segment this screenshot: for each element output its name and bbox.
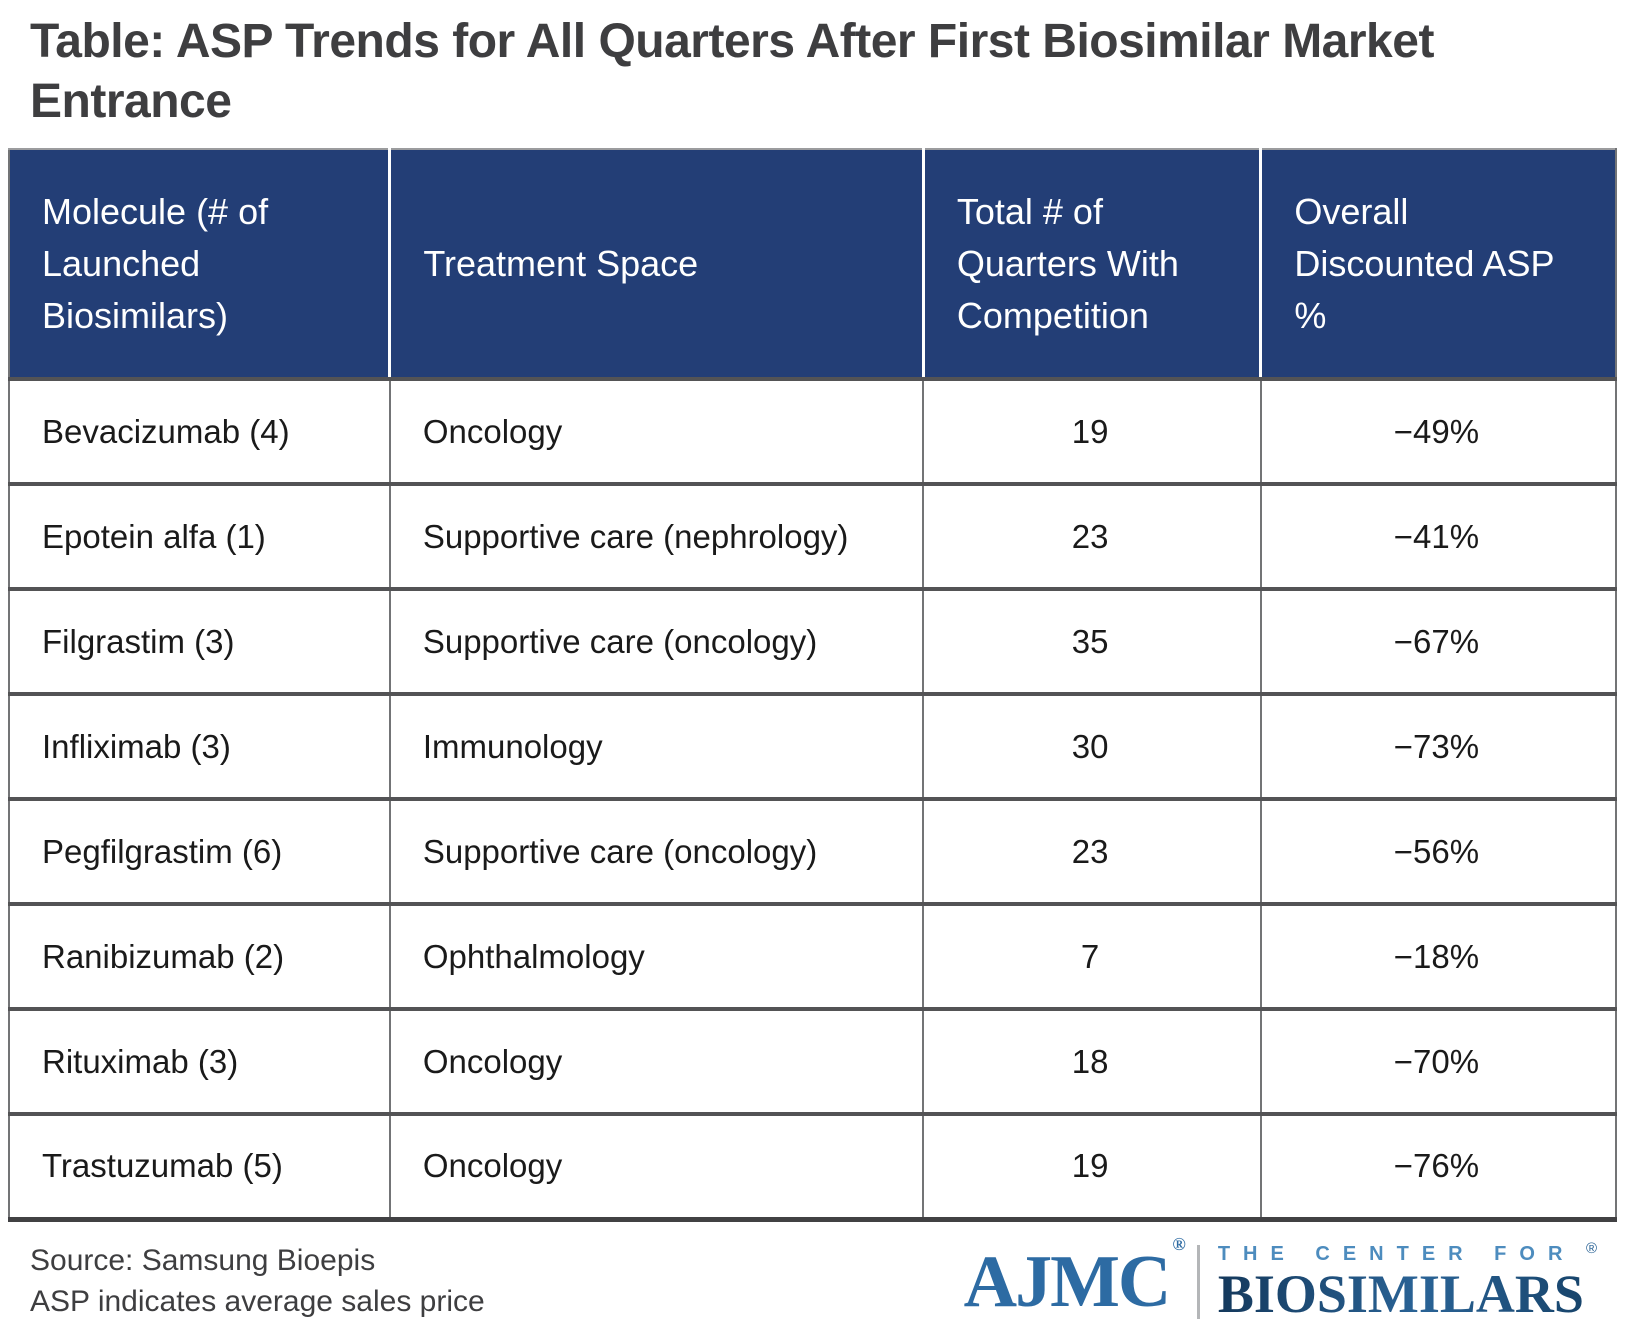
molecule-cell: Filgrastim (3)	[9, 587, 391, 694]
table-row: Epotein alfa (1) Supportive care (nephro…	[9, 482, 1616, 589]
column-header-molecule: Molecule (# of Launched Biosimilars)	[9, 149, 392, 379]
molecule-cell: Epotein alfa (1)	[9, 482, 391, 589]
center-for-text: THE CENTER FOR	[1217, 1243, 1576, 1265]
registered-mark-icon: ®	[1585, 1240, 1597, 1257]
molecule-cell: Rituximab (3)	[9, 1007, 391, 1114]
asp-cell: −73%	[1260, 692, 1616, 799]
treatment-cell: Supportive care (nephrology)	[389, 482, 925, 589]
treatment-cell: Supportive care (oncology)	[389, 587, 925, 694]
registered-mark-icon: ®	[1172, 1234, 1186, 1254]
table-row: Bevacizumab (4) Oncology 19 −49%	[9, 377, 1616, 484]
molecule-cell: Trastuzumab (5)	[9, 1112, 391, 1219]
treatment-cell: Immunology	[389, 692, 925, 799]
table-row: Trastuzumab (5) Oncology 19 −76%	[9, 1112, 1616, 1219]
table-row: Rituximab (3) Oncology 18 −70%	[9, 1007, 1616, 1114]
quarters-cell: 23	[923, 797, 1262, 904]
table-row: Pegfilgrastim (6) Supportive care (oncol…	[9, 797, 1616, 904]
asp-cell: −41%	[1260, 482, 1616, 589]
column-header-asp: Overall Discounted ASP %	[1260, 149, 1616, 379]
quarters-cell: 30	[923, 692, 1262, 799]
asp-cell: −18%	[1260, 902, 1616, 1009]
table-row: Ranibizumab (2) Ophthalmology 7 −18%	[9, 902, 1616, 1009]
asp-cell: −67%	[1260, 587, 1616, 694]
column-header-treatment: Treatment Space	[389, 149, 925, 379]
table-header: Molecule (# of Launched Biosimilars) Tre…	[9, 149, 1616, 379]
header-row: Molecule (# of Launched Biosimilars) Tre…	[9, 149, 1616, 379]
ajmc-wordmark: AJMC ®	[963, 1234, 1186, 1323]
molecule-cell: Bevacizumab (4)	[9, 377, 391, 484]
table-row: Infliximab (3) Immunology 30 −73%	[9, 692, 1616, 799]
logo-divider	[1196, 1245, 1200, 1319]
page-title: Table: ASP Trends for All Quarters After…	[30, 15, 1434, 128]
quarters-cell: 7	[923, 902, 1262, 1009]
asp-cell: −56%	[1260, 797, 1616, 904]
source-note: Source: Samsung Bioepis ASP indicates av…	[30, 1240, 485, 1322]
asp-cell: −49%	[1260, 377, 1616, 484]
table-row: Filgrastim (3) Supportive care (oncology…	[9, 587, 1616, 694]
biosimilars-text-line: BIOSIMILARS®	[1217, 1240, 1597, 1324]
source-line: Source: Samsung Bioepis	[30, 1244, 376, 1277]
asp-cell: −76%	[1260, 1112, 1616, 1219]
molecule-cell: Pegfilgrastim (6)	[9, 797, 391, 904]
asp-definition-line: ASP indicates average sales price	[30, 1285, 485, 1318]
asp-trends-table: Molecule (# of Launched Biosimilars) Tre…	[8, 148, 1617, 1222]
footer: Source: Samsung Bioepis ASP indicates av…	[30, 1234, 1597, 1324]
quarters-cell: 35	[923, 587, 1262, 694]
treatment-cell: Oncology	[389, 1112, 925, 1219]
treatment-cell: Supportive care (oncology)	[389, 797, 925, 904]
center-for-biosimilars-wordmark: THE CENTER FOR BIOSIMILARS®	[1217, 1240, 1597, 1324]
quarters-cell: 19	[923, 377, 1262, 484]
treatment-cell: Ophthalmology	[389, 902, 925, 1009]
column-header-quarters: Total # of Quarters With Competition	[923, 149, 1263, 379]
quarters-cell: 18	[923, 1007, 1262, 1114]
treatment-cell: Oncology	[389, 1007, 925, 1114]
biosimilars-text: BIOSIMILARS	[1217, 1264, 1584, 1324]
quarters-cell: 19	[923, 1112, 1262, 1219]
molecule-cell: Ranibizumab (2)	[9, 902, 391, 1009]
treatment-cell: Oncology	[389, 377, 925, 484]
quarters-cell: 23	[923, 482, 1262, 589]
table-body: Bevacizumab (4) Oncology 19 −49% Epotein…	[9, 377, 1616, 1219]
ajmc-biosimilars-logo: AJMC ® THE CENTER FOR BIOSIMILARS®	[963, 1234, 1597, 1324]
molecule-cell: Infliximab (3)	[9, 692, 391, 799]
asp-cell: −70%	[1260, 1007, 1616, 1114]
